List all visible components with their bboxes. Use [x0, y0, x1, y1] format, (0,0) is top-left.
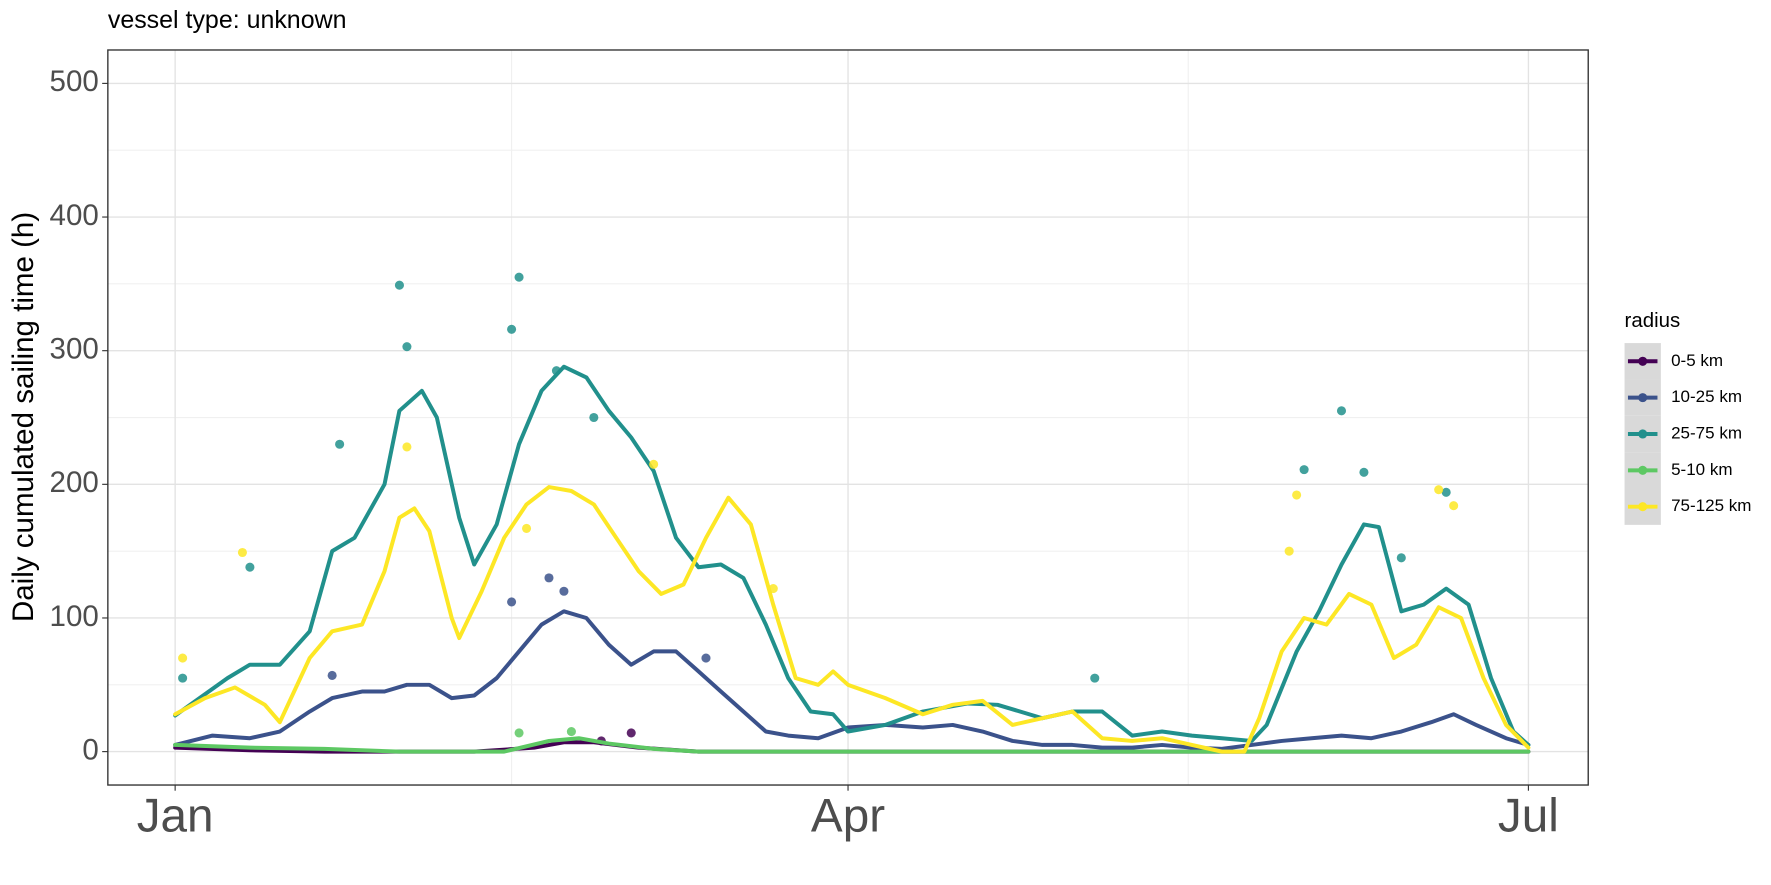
- legend-label: 10-25 km: [1671, 387, 1742, 406]
- plot-border: [107, 49, 1589, 786]
- y-tick-label: 300: [50, 332, 99, 365]
- data-point: [589, 412, 599, 423]
- data-point: [1284, 546, 1294, 556]
- legend-key-point: [1638, 393, 1648, 403]
- data-point: [1449, 501, 1459, 511]
- data-point: [245, 562, 255, 572]
- data-point: [514, 272, 524, 282]
- data-point: [327, 670, 337, 680]
- legend-label: 0-5 km: [1671, 351, 1723, 370]
- x-tick-label: Jul: [1498, 790, 1559, 843]
- data-point: [1299, 465, 1309, 475]
- data-point: [335, 439, 345, 449]
- y-tick-label: 200: [50, 466, 99, 499]
- legend-key-point: [1638, 465, 1648, 475]
- data-point: [701, 653, 711, 663]
- legend-title: radius: [1625, 309, 1681, 332]
- data-point: [559, 586, 569, 596]
- x-tick-label: Apr: [811, 790, 885, 843]
- smooth-line: [173, 364, 1531, 747]
- smooth-line: [173, 485, 1531, 754]
- y-tick-label: 100: [50, 600, 99, 633]
- data-point: [514, 728, 524, 738]
- data-point: [402, 342, 412, 352]
- legend-label: 75-125 km: [1671, 496, 1751, 515]
- data-point: [507, 324, 517, 334]
- smooth-line: [173, 609, 1531, 751]
- data-point: [178, 653, 188, 663]
- data-point: [522, 523, 532, 533]
- data-point: [1359, 467, 1369, 477]
- data-point: [1441, 487, 1451, 497]
- data-point: [544, 573, 554, 583]
- data-point: [507, 597, 517, 607]
- legend-key-point: [1638, 356, 1648, 366]
- legend-key-point: [1638, 502, 1648, 512]
- legend-label: 5-10 km: [1671, 460, 1732, 479]
- y-axis-title: Daily cumulated sailing time (h): [7, 212, 40, 622]
- data-point: [1396, 553, 1406, 563]
- data-point: [649, 459, 659, 469]
- y-tick-label: 500: [50, 65, 99, 98]
- data-point: [402, 442, 412, 452]
- smooth-line: [173, 736, 1531, 754]
- data-point: [394, 280, 404, 290]
- data-point: [1090, 673, 1100, 683]
- x-tick-label: Jan: [137, 790, 214, 843]
- legend-key-point: [1638, 429, 1648, 439]
- data-point: [566, 727, 576, 737]
- data-point: [178, 673, 188, 683]
- chart-title: vessel type: unknown: [108, 6, 347, 34]
- data-point: [1292, 490, 1302, 500]
- data-point: [1434, 485, 1444, 495]
- data-point: [237, 547, 247, 558]
- y-tick-label: 0: [82, 733, 98, 766]
- y-tick-label: 400: [50, 199, 99, 232]
- data-point: [626, 728, 636, 738]
- data-point: [1336, 406, 1347, 416]
- legend-label: 25-75 km: [1671, 423, 1742, 442]
